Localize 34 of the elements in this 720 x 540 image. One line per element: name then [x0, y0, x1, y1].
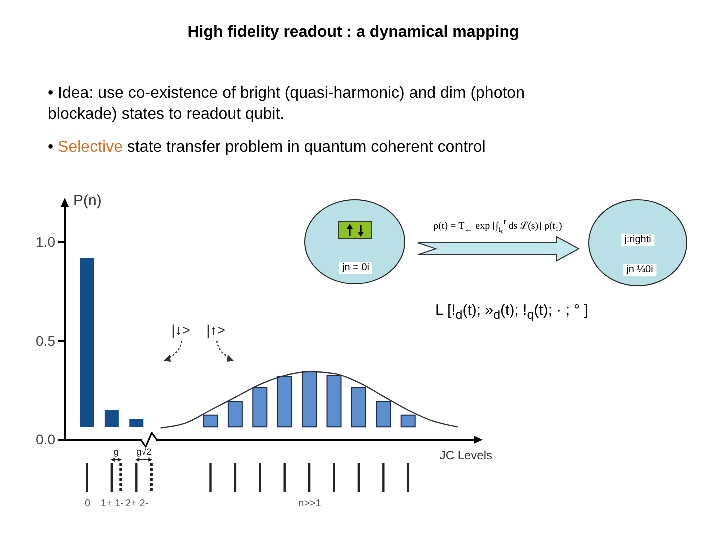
x-tick-label: 2+ 2-	[126, 498, 149, 510]
annotation: jn = 0i	[340, 262, 372, 274]
bar	[252, 387, 268, 428]
bar	[326, 375, 342, 428]
chart-title: High fidelity readout : a dynamical mapping	[186, 24, 520, 42]
text: j:righti	[622, 234, 654, 246]
y-axis-title: P(n)	[74, 192, 102, 210]
bar	[302, 371, 318, 428]
x-tick-label: n>>1	[298, 498, 322, 510]
bar	[351, 387, 366, 428]
annotation: ρ(t) = T$_{←}$ exp [∫$_{t₀}$$^{t}$ ds ℒ(s)] ρ(t₀)	[434, 218, 562, 234]
text: • Selective state transfer problem in quantum coherent control	[48, 138, 487, 158]
bar	[376, 400, 392, 428]
annotation: L [!$_{d}$(t); »$_{d}$(t); !$_{q}$(t); · ; ° ]	[436, 302, 588, 322]
bar	[277, 376, 292, 428]
bar	[130, 419, 144, 428]
bar	[80, 258, 94, 428]
line-series	[160, 371, 458, 429]
y-tick-label: 1.0	[36, 234, 56, 250]
text: g	[114, 446, 119, 458]
y-tick-label: 0.5	[36, 332, 56, 349]
annotation: |↑>	[206, 322, 226, 338]
bar	[228, 400, 243, 428]
x-tick-label: 1+ 1-	[100, 498, 124, 510]
x-tick-label: 0	[84, 498, 91, 510]
text: • Idea: use co-existence of bright (quasi-harmonic) and dim (photon blockade) states to readout qubit.	[48, 84, 526, 125]
annotation: |↓>	[172, 322, 190, 338]
x-axis-title: JC Levels	[440, 448, 492, 462]
y-tick-label: 0.0	[36, 432, 56, 448]
text: g√2	[136, 446, 152, 458]
bar	[104, 410, 119, 428]
text: jn ¼0i	[624, 264, 656, 276]
bar	[203, 414, 218, 428]
bar	[400, 414, 416, 428]
